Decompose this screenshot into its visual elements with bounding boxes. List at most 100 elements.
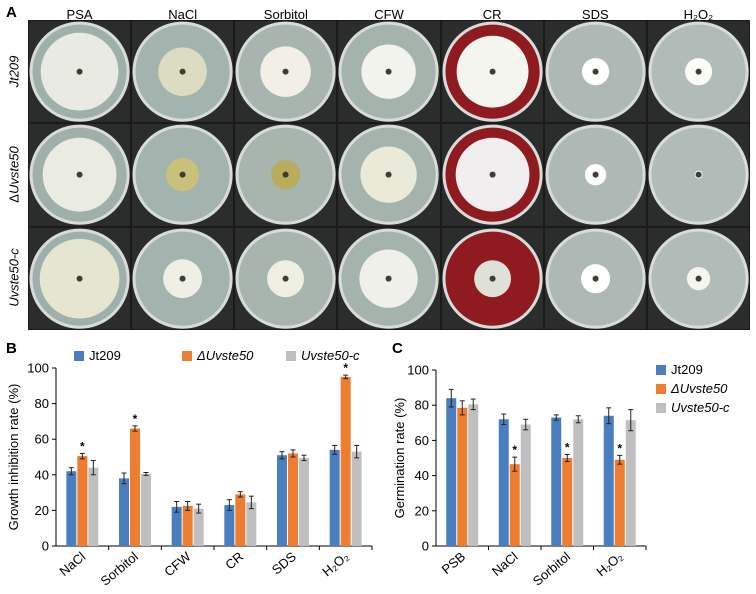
row-label-text: Uvste50-c — [6, 248, 22, 308]
y-tick-label: 20 — [35, 503, 49, 518]
bar — [88, 467, 99, 546]
colony-center — [282, 171, 289, 178]
row-label: ΔUvste50 — [7, 120, 22, 230]
bar — [614, 459, 625, 546]
legend-swatch — [74, 351, 84, 361]
significance-star: * — [617, 441, 622, 455]
bar — [340, 376, 351, 546]
legend-label: ΔUvste50 — [670, 381, 728, 396]
y-tick-label: 80 — [415, 398, 429, 413]
colony-center — [695, 171, 702, 178]
colony-center — [695, 68, 702, 75]
colony-center — [385, 275, 392, 282]
legend-label: Uvste50-c — [301, 348, 360, 363]
plate-photo — [338, 124, 440, 226]
column-header: Sorbitol — [263, 7, 308, 22]
plate-photo — [544, 227, 646, 329]
panel-c-letter: C — [392, 340, 403, 357]
column-header: H₂O₂ — [683, 7, 714, 22]
legend-swatch — [286, 351, 296, 361]
y-tick-label: 60 — [415, 433, 429, 448]
y-axis-label: Growth inhibition rate (%) — [6, 384, 21, 531]
plate-photo — [132, 21, 234, 123]
bar — [562, 458, 573, 546]
bar — [520, 424, 531, 546]
plate-photo — [647, 21, 749, 123]
row-label-text: Jt209 — [6, 55, 22, 88]
colony-center — [489, 68, 496, 75]
x-tick-label: CFW — [161, 548, 194, 579]
bar — [224, 505, 235, 546]
row-label: Uvste50-c — [7, 223, 22, 333]
legend-swatch — [182, 351, 192, 361]
colony-center — [179, 275, 186, 282]
bar — [625, 420, 636, 546]
plate-photo — [544, 124, 646, 226]
x-tick-label: NaCl — [56, 549, 88, 579]
legend-swatch — [656, 365, 666, 375]
plate-photo — [441, 124, 543, 226]
plate-photo — [441, 21, 543, 123]
x-tick-label: SDS — [269, 549, 299, 578]
plate-photo — [338, 227, 440, 329]
column-header: CFW — [374, 7, 404, 22]
colony-center — [489, 171, 496, 178]
significance-star: * — [512, 443, 517, 457]
plate-photo — [29, 21, 131, 123]
colony-center — [179, 68, 186, 75]
column-header: NaCl — [168, 7, 198, 22]
column-header: PSA — [66, 7, 93, 22]
significance-star: * — [565, 440, 570, 454]
bar — [119, 478, 129, 546]
plate-photo — [647, 227, 749, 329]
legend-label: Uvste50-c — [671, 400, 730, 415]
bar — [446, 398, 457, 546]
colony-center — [592, 275, 599, 282]
bar — [468, 404, 479, 546]
plate-photo — [235, 124, 337, 226]
bar — [551, 417, 562, 546]
bar — [498, 419, 509, 546]
colony-center — [385, 68, 392, 75]
bar — [66, 471, 77, 546]
x-tick-label: H₂O₂ — [319, 549, 351, 580]
significance-star: * — [133, 412, 138, 426]
bar — [182, 505, 193, 546]
colony-center — [282, 275, 289, 282]
legend-label: Jt209 — [89, 348, 121, 363]
panel-b-letter: B — [6, 340, 17, 357]
y-tick-label: 60 — [35, 432, 49, 447]
colony-center — [179, 171, 186, 178]
bar — [351, 451, 362, 546]
x-tick-label: H₂O₂ — [593, 549, 625, 580]
y-tick-label: 100 — [407, 363, 429, 378]
legend-label: ΔUvste50 — [196, 348, 254, 363]
plate-photo — [235, 21, 337, 123]
bar — [509, 464, 520, 546]
bar — [457, 407, 468, 546]
plate-photo — [29, 227, 131, 329]
bar — [288, 453, 298, 546]
colony-center — [282, 68, 289, 75]
row-label-text: Uvste50 — [6, 146, 22, 195]
x-tick-label: CR — [222, 549, 246, 573]
plate-grid — [28, 20, 750, 330]
y-axis-label: Germination rate (%) — [392, 398, 407, 519]
legend-label: Jt209 — [671, 362, 703, 377]
colony-center — [695, 275, 702, 282]
colony-center — [385, 171, 392, 178]
panel-a-letter: A — [6, 4, 17, 21]
plate-photo — [647, 124, 749, 226]
y-tick-label: 40 — [415, 468, 429, 483]
chart-c: 0 20 40 60 80 100 Germination rate (%) PSB NaCl S… — [392, 362, 730, 589]
significance-star: * — [80, 439, 85, 453]
y-tick-label: 20 — [415, 503, 429, 518]
column-header: SDS — [581, 7, 609, 22]
colony-center — [489, 275, 496, 282]
row-label: Jt209 — [7, 16, 22, 126]
bar — [171, 506, 182, 546]
bar — [299, 457, 309, 546]
bar — [77, 456, 88, 546]
colony-center — [592, 68, 599, 75]
bar — [329, 449, 340, 546]
